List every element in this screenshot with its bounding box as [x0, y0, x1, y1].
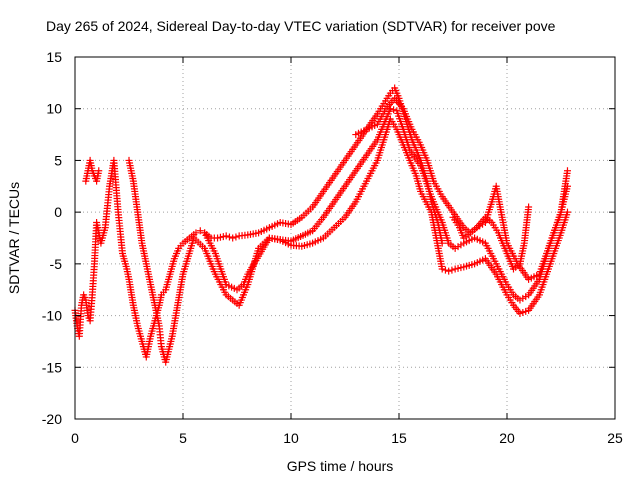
- x-tick-label: 15: [391, 430, 407, 446]
- chart-series: [71, 84, 571, 366]
- x-tick-label: 20: [499, 430, 515, 446]
- y-tick-label: -15: [42, 359, 62, 375]
- y-tick-label: -10: [42, 308, 62, 324]
- data-point-interp: [232, 233, 240, 241]
- data-point: [196, 227, 204, 235]
- chart-grid: [75, 57, 615, 419]
- data-point: [563, 208, 571, 216]
- data-point: [525, 203, 533, 211]
- y-tick-label: -5: [50, 256, 63, 272]
- y-axis-label: SDTVAR / TECUs: [6, 182, 22, 294]
- x-tick-label: 0: [71, 430, 79, 446]
- data-point: [222, 232, 230, 240]
- data-point: [192, 229, 200, 237]
- plot-area-border: [74, 56, 616, 420]
- chart-ticks: 0 5 10 15 20 25 -20 -15 -10 -5 0 5 10 15: [42, 49, 623, 446]
- y-tick-label: 5: [54, 152, 62, 168]
- x-tick-label: 5: [179, 430, 187, 446]
- data-point-interp: [448, 266, 456, 274]
- data-point-interp: [225, 233, 233, 241]
- data-point: [438, 265, 446, 273]
- data-point: [229, 234, 237, 242]
- y-tick-label: 15: [46, 49, 62, 65]
- series-track-1: [71, 84, 446, 361]
- y-tick-label: 10: [46, 101, 62, 117]
- data-point: [563, 167, 571, 175]
- y-tick-label: -20: [42, 411, 62, 427]
- x-tick-label: 10: [283, 430, 299, 446]
- x-tick-label: 25: [607, 430, 623, 446]
- data-point: [95, 167, 103, 175]
- data-point: [445, 267, 453, 275]
- y-tick-label: 0: [54, 204, 62, 220]
- series-track-5: [449, 203, 533, 273]
- x-axis-label: GPS time / hours: [287, 458, 394, 474]
- data-point-interp: [441, 266, 449, 274]
- chart-title: Day 265 of 2024, Sidereal Day-to-day VTE…: [46, 18, 556, 34]
- data-point-interp: [390, 106, 398, 114]
